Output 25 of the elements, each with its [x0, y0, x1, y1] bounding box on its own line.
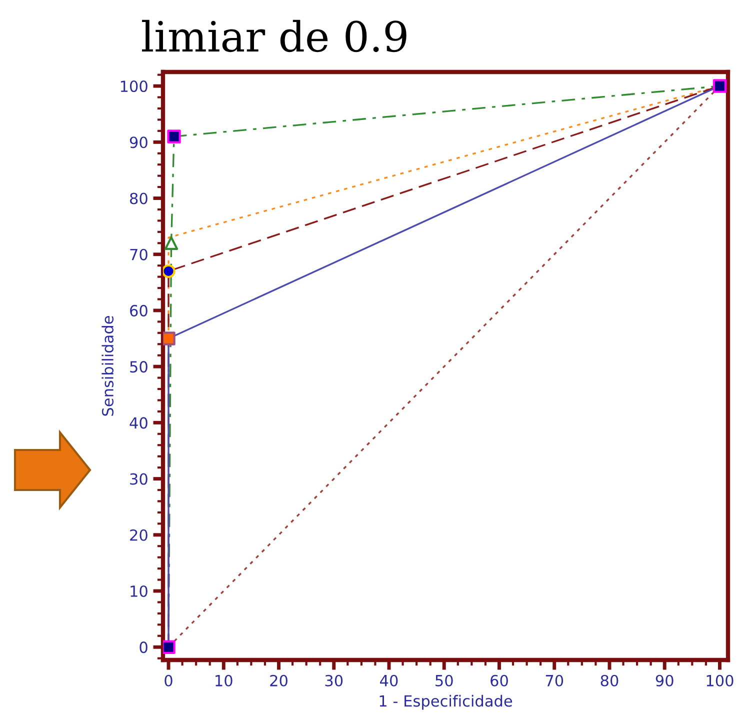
- y-tick-label: 20: [130, 529, 148, 541]
- x-tick-label: 50: [436, 674, 453, 686]
- y-tick-label: 90: [130, 136, 148, 148]
- y-axis-title: Sensibilidade: [102, 316, 114, 416]
- x-tick-label: 100: [706, 674, 734, 686]
- x-tick-label: 60: [490, 674, 508, 686]
- y-tick-label: 0: [140, 642, 148, 654]
- x-axis-title: 1 - Especificidade: [380, 694, 512, 710]
- x-tick-label: 0: [164, 674, 172, 686]
- x-tick-label: 70: [546, 674, 564, 686]
- y-tick-label: 30: [130, 473, 148, 485]
- x-tick-label: 40: [380, 674, 398, 686]
- x-tick-label: 10: [216, 674, 232, 686]
- y-tick-label: 100: [120, 80, 148, 92]
- x-tick-label: 30: [325, 674, 343, 686]
- y-tick-label: 80: [130, 192, 148, 204]
- chart-title: limiar de 0.9: [142, 20, 406, 52]
- x-tick-label: 20: [270, 674, 288, 686]
- x-tick-label: 90: [656, 674, 674, 686]
- x-tick-label: 80: [600, 674, 618, 686]
- y-tick-label: 70: [130, 248, 148, 260]
- y-tick-label: 50: [130, 361, 148, 373]
- y-tick-label: 10: [130, 585, 148, 598]
- y-tick-label: 40: [130, 417, 148, 429]
- y-tick-label: 60: [130, 304, 148, 316]
